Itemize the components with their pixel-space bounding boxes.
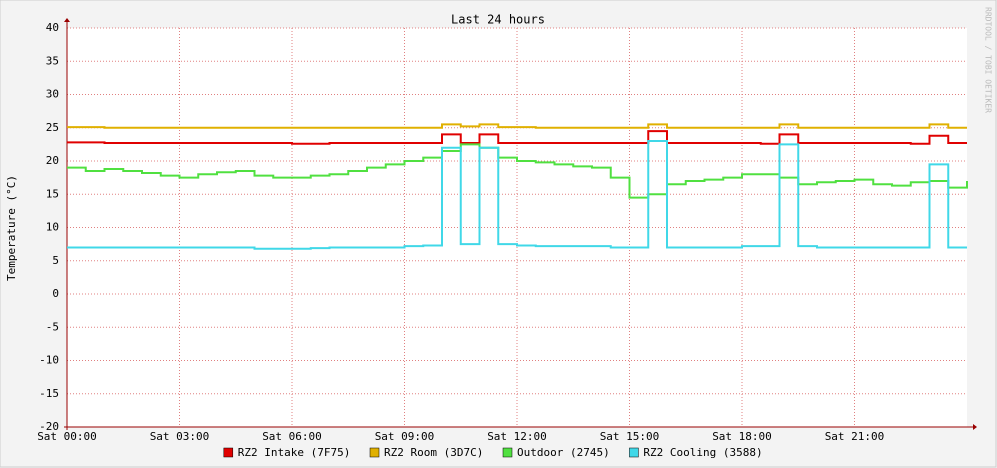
x-tick-label: Sat 21:00 [825,430,885,443]
chart-title: Last 24 hours [451,13,545,27]
x-tick-label: Sat 15:00 [600,430,660,443]
y-tick-label: 25 [46,121,59,134]
legend-swatch [223,447,234,458]
y-axis-label: Temperature (°C) [5,175,18,281]
watermark: RRDTOOL / TOBI OETIKER [984,7,993,113]
x-axis-arrow [973,424,977,430]
y-tick-label: 30 [46,88,59,101]
y-tick-label: 35 [46,54,59,67]
legend-label: RZ2 Intake (7F75) [238,446,351,459]
y-tick-label: 40 [46,21,59,34]
y-tick-label: -10 [39,354,59,367]
x-tick-label: Sat 12:00 [487,430,547,443]
legend-label: Outdoor (2745) [517,446,610,459]
y-tick-label: -15 [39,387,59,400]
y-tick-label: 5 [52,254,59,267]
series-line [67,123,967,129]
y-tick-label: 0 [52,287,59,300]
x-tick-label: Sat 06:00 [262,430,322,443]
legend-swatch [369,447,380,458]
y-axis-arrow [64,18,70,22]
legend-label: RZ2 Room (3D7C) [384,446,483,459]
y-tick-label: -20 [39,420,59,433]
x-tick-label: Sat 00:00 [37,430,97,443]
series-line [67,143,968,199]
x-tick-label: Sat 03:00 [150,430,210,443]
x-tick-label: Sat 09:00 [375,430,435,443]
legend-swatch [502,447,513,458]
x-tick-label: Sat 18:00 [712,430,772,443]
y-tick-label: -5 [46,320,59,333]
y-tick-label: 10 [46,221,59,234]
series-line [67,130,967,145]
series-line [67,140,967,250]
y-tick-label: 20 [46,154,59,167]
legend-swatch [629,447,639,458]
y-tick-label: 15 [46,187,59,200]
legend-label: RZ2 Cooling (3588) [643,446,762,459]
